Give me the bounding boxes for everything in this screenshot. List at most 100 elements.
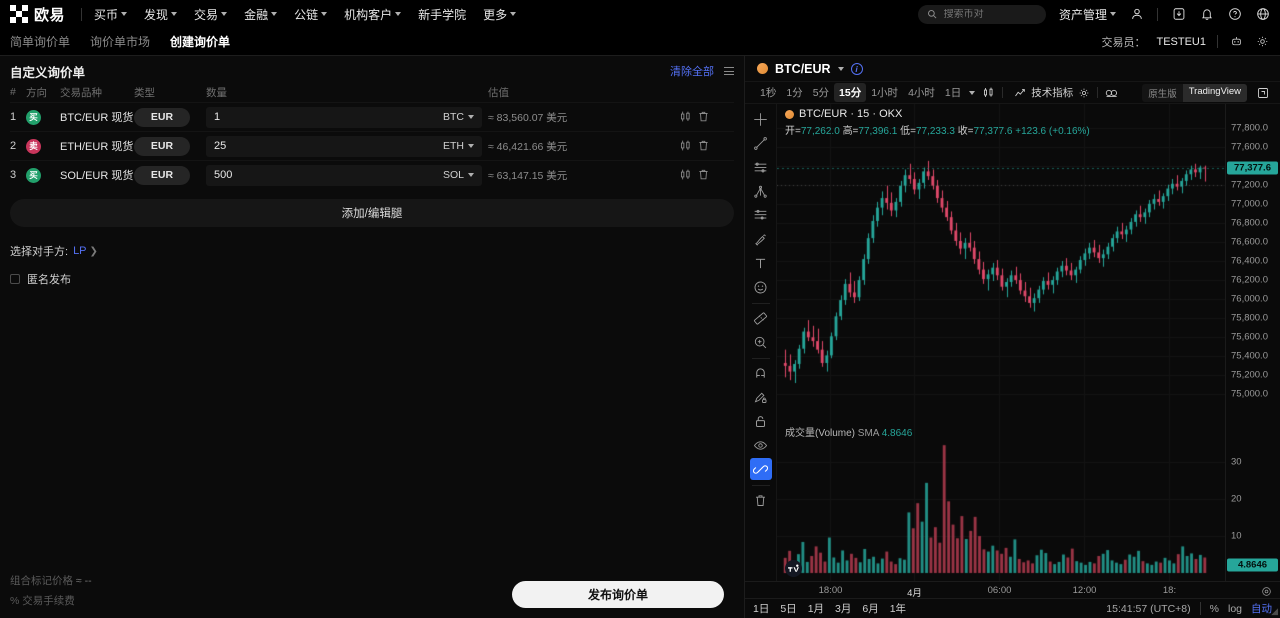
delete-icon[interactable] xyxy=(696,138,711,153)
quantity-input[interactable] xyxy=(214,140,443,152)
compare-icon[interactable] xyxy=(1104,85,1119,100)
settings-icon[interactable] xyxy=(1255,34,1270,49)
quantity-field[interactable]: SOL xyxy=(206,164,482,186)
nav-item-institutional[interactable]: 机构客户 xyxy=(344,6,402,23)
text-icon[interactable] xyxy=(750,252,772,274)
range-1y[interactable]: 1年 xyxy=(889,603,907,615)
robot-icon[interactable] xyxy=(1229,34,1244,49)
chart-type-icon[interactable] xyxy=(981,85,996,100)
crosshair-icon[interactable] xyxy=(750,108,772,130)
time-axis[interactable]: 18:00 4月 06:00 12:00 18: xyxy=(745,581,1280,599)
row-side[interactable]: 买 xyxy=(26,109,60,125)
eye-icon[interactable] xyxy=(750,434,772,456)
globe-icon[interactable] xyxy=(1255,7,1270,22)
timeframe-1d[interactable]: 1日 xyxy=(944,87,962,99)
row-side[interactable]: 卖 xyxy=(26,138,60,154)
quantity-field[interactable]: ETH xyxy=(206,135,482,157)
help-icon[interactable] xyxy=(1227,7,1242,22)
price-axis[interactable]: 77,800.077,600.077,400.077,200.077,000.0… xyxy=(1225,104,1280,581)
candlestick-icon[interactable] xyxy=(678,138,693,153)
range-6mo[interactable]: 6月 xyxy=(862,603,879,615)
percent-scale-button[interactable]: % xyxy=(1209,602,1219,615)
link-icon[interactable] xyxy=(749,458,772,480)
magnet-icon[interactable] xyxy=(750,362,772,384)
clear-all-button[interactable]: 清除全部 xyxy=(670,66,714,78)
range-3mo[interactable]: 3月 xyxy=(835,603,852,615)
tab-simple-rfq[interactable]: 简单询价单 xyxy=(10,34,71,49)
range-1mo[interactable]: 1月 xyxy=(807,603,825,615)
timeframe-5m[interactable]: 5分 xyxy=(812,87,830,99)
row-instrument[interactable]: SOL/EUR 现货❯ xyxy=(60,167,146,183)
mode-native-button[interactable]: 原生版 xyxy=(1148,88,1177,100)
type-pill[interactable]: EUR xyxy=(134,107,190,127)
nav-item-more[interactable]: 更多 xyxy=(483,6,517,23)
quantity-unit-select[interactable]: SOL xyxy=(443,169,474,181)
search-input[interactable] xyxy=(943,8,1038,20)
zoom-in-icon[interactable] xyxy=(750,331,772,353)
nav-item-buy[interactable]: 买币 xyxy=(94,6,128,23)
trash-icon[interactable] xyxy=(750,489,772,511)
assets-menu[interactable]: 资产管理 xyxy=(1059,6,1116,23)
row-instrument[interactable]: ETH/EUR 现货❯ xyxy=(60,138,146,154)
time-axis-settings-icon[interactable] xyxy=(1259,584,1274,599)
quantity-unit-select[interactable]: BTC xyxy=(443,111,474,123)
chart-settings-icon[interactable] xyxy=(1076,85,1091,100)
quantity-input[interactable] xyxy=(214,111,443,123)
bell-icon[interactable] xyxy=(1199,7,1214,22)
add-edit-leg-button[interactable]: 添加/编辑腿 xyxy=(10,199,734,227)
chevron-down-icon[interactable] xyxy=(837,66,844,71)
range-1d[interactable]: 1日 xyxy=(753,603,770,615)
timeframe-1m[interactable]: 1分 xyxy=(786,87,803,99)
tab-rfq-market[interactable]: 询价单市场 xyxy=(90,34,151,49)
quantity-input[interactable] xyxy=(214,169,443,181)
user-icon[interactable] xyxy=(1129,7,1144,22)
nav-item-academy[interactable]: 新手学院 xyxy=(418,6,466,23)
nav-item-finance[interactable]: 金融 xyxy=(244,6,278,23)
emoji-icon[interactable] xyxy=(750,276,772,298)
type-pill[interactable]: EUR xyxy=(134,136,190,156)
candlestick-icon[interactable] xyxy=(678,109,693,124)
delete-icon[interactable] xyxy=(696,109,711,124)
ruler-icon[interactable] xyxy=(750,307,772,329)
log-scale-button[interactable]: log xyxy=(1227,602,1242,615)
chart-pair-name[interactable]: BTC/EUR xyxy=(775,61,831,76)
timeframe-15m[interactable]: 15分 xyxy=(834,83,867,102)
resize-handle[interactable]: ◢ xyxy=(1271,606,1278,616)
indicators-button[interactable]: 技术指标 xyxy=(1012,85,1073,100)
type-pill[interactable]: EUR xyxy=(134,165,190,185)
counterparty-select[interactable]: LP ❯ xyxy=(73,245,98,257)
quantity-unit-select[interactable]: ETH xyxy=(443,140,474,152)
fibonacci-icon[interactable] xyxy=(750,204,772,226)
row-instrument[interactable]: BTC/EUR 现货❯ xyxy=(60,109,146,125)
chart-canvas[interactable] xyxy=(777,104,1225,581)
quantity-field[interactable]: BTC xyxy=(206,106,482,128)
fullscreen-icon[interactable] xyxy=(1255,85,1270,100)
nav-item-discover[interactable]: 发现 xyxy=(144,6,178,23)
range-5d[interactable]: 5日 xyxy=(780,603,797,615)
horizontal-lines-icon[interactable] xyxy=(750,156,772,178)
menu-icon[interactable] xyxy=(724,67,734,75)
delete-icon[interactable] xyxy=(696,167,711,182)
okx-logo[interactable]: 欧易 xyxy=(10,4,65,25)
lock-icon[interactable] xyxy=(750,410,772,432)
timeframe-1s[interactable]: 1秒 xyxy=(760,87,777,99)
tab-create-rfq[interactable]: 创建询价单 xyxy=(170,34,231,49)
auto-scale-button[interactable]: 自动 xyxy=(1251,603,1272,615)
timeframe-1h[interactable]: 1小时 xyxy=(871,87,899,99)
pitchfork-icon[interactable] xyxy=(750,180,772,202)
publish-rfq-button[interactable]: 发布询价单 xyxy=(512,581,724,608)
brush-icon[interactable] xyxy=(750,228,772,250)
nav-item-trade[interactable]: 交易 xyxy=(194,6,228,23)
chevron-down-icon[interactable] xyxy=(969,90,976,95)
search-box[interactable] xyxy=(917,4,1046,24)
candlestick-icon[interactable] xyxy=(678,167,693,182)
trendline-icon[interactable] xyxy=(750,132,772,154)
draw-mode-lock-icon[interactable] xyxy=(750,386,772,408)
mode-tradingview-button[interactable]: TradingView xyxy=(1182,83,1247,102)
timeframe-4h[interactable]: 4小时 xyxy=(908,87,935,99)
price-chart[interactable]: BTC/EUR · 15 · OKX 开=77,262.0 高=77,396.1… xyxy=(777,104,1225,581)
download-icon[interactable] xyxy=(1171,7,1186,22)
anonymous-checkbox[interactable] xyxy=(10,274,20,284)
row-side[interactable]: 买 xyxy=(26,167,60,183)
info-icon[interactable]: i xyxy=(850,62,863,75)
